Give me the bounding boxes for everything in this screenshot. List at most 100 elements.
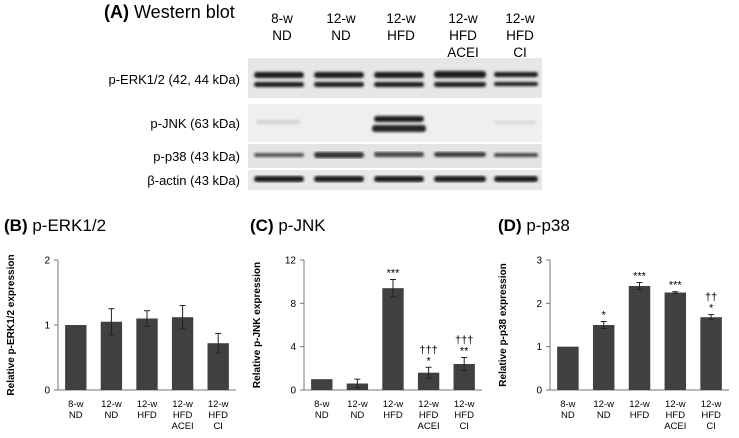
chart-p-erk: Relative p-ERK1/2 expression 0128-wND12-w…	[6, 254, 236, 432]
x-tick-label: ND	[69, 410, 83, 421]
lane-label: 12-w HFD	[370, 10, 432, 44]
x-tick-label: 12-w	[665, 399, 686, 410]
x-tick-label: HFD	[208, 410, 228, 421]
bar	[207, 343, 229, 390]
significance-annotation: *	[709, 303, 714, 315]
lane-label: 12-w ND	[310, 10, 372, 44]
x-tick-label: 12-w	[208, 399, 229, 410]
bar	[100, 321, 123, 390]
y-tick-label: 1	[44, 321, 50, 332]
x-tick-label: 12-w	[101, 399, 122, 410]
lane-label: 12-w HFD CI	[489, 10, 551, 61]
x-tick-label: 12-w	[701, 399, 722, 410]
blot-label-p-erk: p-ERK1/2 (42, 44 kDa)	[108, 72, 240, 87]
bar	[700, 317, 722, 390]
x-tick-label: 12-w	[593, 399, 614, 410]
bar	[592, 325, 615, 390]
y-tick-label: 4	[290, 342, 296, 353]
lane-label: 12-w HFD ACEI	[432, 10, 494, 61]
x-tick-label: CI	[706, 421, 716, 432]
x-tick-label: 12-w	[383, 399, 404, 410]
x-tick-label: 8-w	[68, 399, 83, 410]
y-tick-label: 2	[44, 256, 50, 267]
x-tick-label: ND	[351, 410, 365, 421]
chart-p-p38: Relative p-p38 expression01238-wND*12-wN…	[498, 256, 729, 432]
blot-label-beta-actin: β-actin (43 kDa)	[147, 173, 240, 188]
bar	[664, 292, 687, 390]
blot-image-beta-actin	[248, 170, 542, 190]
y-axis-label: Relative p-p38 expression	[498, 263, 509, 386]
chart-p-jnk: Relative p-JNK expression048128-wND12-wN…	[252, 256, 482, 432]
y-tick-label: 0	[290, 386, 296, 397]
x-tick-label: 12-w	[454, 399, 475, 410]
x-tick-label: HFD	[137, 410, 157, 421]
blot-image-p-p38	[248, 144, 542, 168]
significance-annotation: **	[460, 346, 469, 358]
bar	[417, 372, 440, 390]
y-tick-label: 0	[44, 386, 50, 397]
x-tick-label: HFD	[630, 410, 650, 421]
x-tick-label: CI	[213, 421, 223, 432]
lane-label-line: 12-w	[505, 11, 535, 26]
x-tick-label: 8-w	[560, 399, 575, 410]
lane-label: 8-w ND	[251, 10, 313, 44]
y-tick-label: 8	[290, 299, 296, 310]
x-tick-label: HFD	[666, 410, 686, 421]
bar	[136, 318, 158, 390]
x-tick-label: ACEI	[418, 421, 440, 432]
lane-label-line: CI	[513, 45, 527, 60]
significance-annotation: ***	[669, 280, 683, 292]
lane-label-line: ND	[272, 28, 292, 43]
y-axis-label: Relative p-JNK expression	[252, 262, 263, 388]
lane-label-line: HFD	[449, 28, 477, 43]
bar	[557, 346, 579, 390]
bar	[311, 379, 333, 390]
x-tick-label: CI	[459, 421, 469, 432]
lane-label-line: ND	[331, 28, 351, 43]
blot-image-p-erk	[248, 58, 542, 98]
x-tick-label: HFD	[701, 410, 721, 421]
y-tick-label: 3	[536, 256, 542, 267]
significance-annotation: *	[426, 355, 431, 367]
x-tick-label: HFD	[173, 410, 193, 421]
panel-d-title: (D) p-p38	[498, 216, 570, 235]
lane-label-line: 12-w	[326, 11, 356, 26]
x-tick-label: 12-w	[629, 399, 650, 410]
x-tick-label: ND	[105, 410, 119, 421]
y-tick-label: 12	[285, 256, 297, 267]
x-tick-label: 12-w	[347, 399, 368, 410]
significance-annotation: †††	[419, 344, 437, 356]
x-tick-label: HFD	[383, 410, 403, 421]
significance-annotation: *	[602, 310, 607, 322]
lane-label-line: ACEI	[447, 45, 479, 60]
panel-c-title: (C) p-JNK	[250, 216, 326, 235]
blot-image-p-jnk	[248, 104, 542, 142]
y-tick-label: 2	[536, 299, 542, 310]
x-tick-label: ACEI	[664, 421, 686, 432]
blot-label-p-p38: p-p38 (43 kDa)	[153, 149, 240, 164]
bar	[65, 325, 87, 390]
x-tick-label: 8-w	[314, 399, 329, 410]
lane-label-line: 12-w	[386, 11, 416, 26]
bar	[171, 317, 194, 390]
x-tick-label: ND	[597, 410, 611, 421]
significance-annotation: ††	[705, 292, 717, 304]
lane-label-line: HFD	[506, 28, 534, 43]
y-axis-label: Relative p-ERK1/2 expression	[6, 254, 17, 395]
y-tick-label: 1	[536, 342, 542, 353]
western-blot-title: (A) Western blot	[104, 2, 235, 22]
x-tick-label: ND	[561, 410, 575, 421]
x-tick-label: 12-w	[418, 399, 439, 410]
lane-label-line: HFD	[387, 28, 415, 43]
significance-annotation: †††	[455, 335, 473, 347]
bar	[628, 286, 651, 390]
x-tick-label: ACEI	[172, 421, 194, 432]
bar	[453, 364, 475, 390]
x-tick-label: 12-w	[137, 399, 158, 410]
bar	[382, 288, 404, 390]
lane-label-line: 8-w	[271, 11, 293, 26]
x-tick-label: 12-w	[172, 399, 193, 410]
panel-b-title: (B) p-ERK1/2	[4, 216, 107, 235]
blot-label-p-jnk: p-JNK (63 kDa)	[150, 116, 240, 131]
y-tick-label: 0	[536, 386, 542, 397]
